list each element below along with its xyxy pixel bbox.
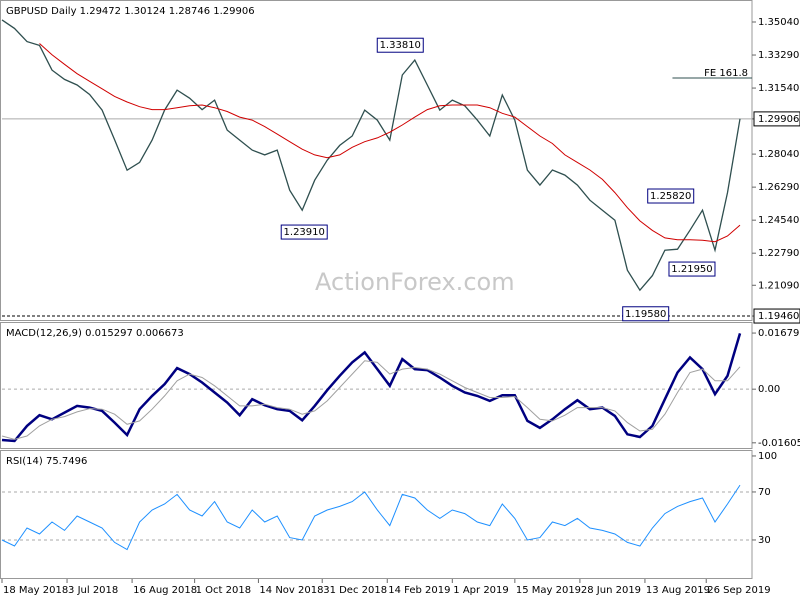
y-tick-label: 1.35040 [758, 17, 799, 28]
panel-frame [0, 322, 753, 449]
x-tick-label: 14 Feb 2019 [388, 585, 450, 596]
x-tick-label: 14 Nov 2018 [259, 585, 323, 596]
y-tick-label: 1.31540 [758, 83, 799, 94]
series-line [1, 19, 741, 292]
y-tick-label: 30 [758, 535, 771, 546]
panel-title: MACD(12,26,9) 0.015297 0.006673 [6, 328, 184, 339]
x-tick-label: 3 Jul 2018 [68, 585, 118, 596]
panel-frame [0, 450, 753, 579]
y-tick-label: 1.33290 [758, 50, 799, 61]
level-label: 1.33810 [380, 40, 421, 51]
panel-title: RSI(14) 75.7496 [6, 456, 87, 467]
level-label: 1.25820 [650, 191, 691, 202]
level-box [280, 224, 328, 240]
tick-highlight [753, 308, 800, 324]
y-tick-label: 1.21090 [758, 280, 799, 291]
series-line [1, 360, 741, 440]
x-tick-label: 31 Dec 2018 [323, 585, 387, 596]
level-box [622, 306, 670, 322]
level-box [647, 188, 695, 204]
series-line [1, 484, 741, 551]
series-line [39, 43, 741, 243]
y-tick-label: 1.28040 [758, 149, 799, 160]
tick-highlight [753, 111, 800, 127]
x-tick-label: 1 Apr 2019 [453, 585, 508, 596]
y-tick-label: 1.26290 [758, 182, 799, 193]
y-tick-label: 1.29906 [758, 114, 799, 125]
y-tick-label: 1.24540 [758, 215, 799, 226]
level-box [376, 37, 424, 53]
y-tick-label: 1.19460 [758, 311, 799, 322]
y-tick-label: 70 [758, 487, 771, 498]
panel-frame [0, 0, 753, 321]
fe-label: FE 161.8 [704, 68, 748, 79]
level-label: 1.23910 [284, 227, 325, 238]
x-tick-label: 28 Jun 2019 [581, 585, 641, 596]
level-label: 1.21950 [671, 264, 712, 275]
y-tick-label: 0.01679 [758, 328, 799, 339]
series-line [1, 333, 742, 443]
y-tick-label: 0.00 [758, 384, 780, 395]
y-tick-label: 100 [758, 451, 777, 462]
x-tick-label: 15 May 2019 [516, 585, 581, 596]
level-label: 1.19580 [625, 309, 666, 320]
y-tick-label: -0.01605 [758, 438, 800, 449]
watermark: ActionForex.com [315, 268, 515, 296]
x-tick-label: 1 Oct 2018 [196, 585, 251, 596]
panel-title: GBPUSD Daily 1.29472 1.30124 1.28746 1.2… [6, 6, 255, 17]
x-tick-label: 16 Aug 2018 [133, 585, 197, 596]
level-box [668, 261, 716, 277]
y-tick-label: 1.22790 [758, 248, 799, 259]
x-tick-label: 18 May 2018 [3, 585, 68, 596]
x-tick-label: 26 Sep 2019 [707, 585, 770, 596]
x-tick-label: 13 Aug 2019 [646, 585, 710, 596]
